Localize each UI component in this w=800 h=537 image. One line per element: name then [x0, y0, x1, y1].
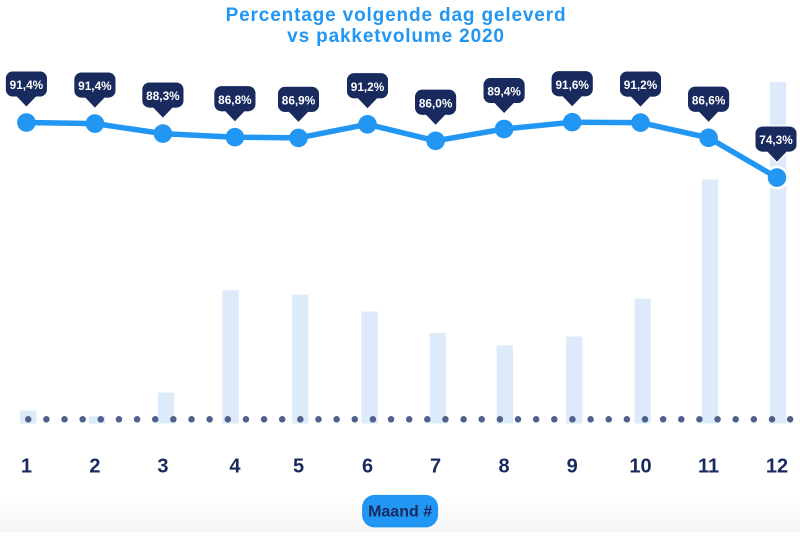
- svg-text:Percentage volgende dag geleve: Percentage volgende dag geleverd: [226, 5, 567, 26]
- svg-text:9: 9: [567, 456, 578, 478]
- svg-text:86,9%: 86,9%: [282, 94, 316, 108]
- svg-text:88,3%: 88,3%: [146, 89, 180, 103]
- svg-text:74,3%: 74,3%: [759, 133, 793, 147]
- svg-text:91,6%: 91,6%: [555, 78, 589, 92]
- svg-text:7: 7: [430, 456, 441, 478]
- svg-text:91,4%: 91,4%: [10, 78, 44, 92]
- svg-text:12: 12: [766, 456, 788, 478]
- svg-text:89,4%: 89,4%: [487, 85, 521, 99]
- svg-text:Maand #: Maand #: [368, 504, 432, 521]
- svg-text:2: 2: [89, 456, 100, 478]
- svg-text:5: 5: [293, 456, 304, 478]
- svg-text:4: 4: [229, 456, 241, 478]
- svg-text:8: 8: [499, 456, 510, 478]
- svg-text:10: 10: [629, 456, 651, 478]
- svg-text:86,8%: 86,8%: [218, 93, 252, 107]
- svg-text:1: 1: [21, 456, 32, 478]
- svg-text:vs pakketvolume 2020: vs pakketvolume 2020: [287, 26, 505, 47]
- svg-text:86,0%: 86,0%: [419, 96, 453, 110]
- svg-text:11: 11: [698, 456, 719, 478]
- svg-text:86,6%: 86,6%: [692, 93, 726, 107]
- svg-text:91,4%: 91,4%: [78, 79, 112, 93]
- svg-text:6: 6: [362, 456, 373, 478]
- svg-text:3: 3: [157, 456, 168, 478]
- svg-text:91,2%: 91,2%: [624, 78, 658, 92]
- svg-text:91,2%: 91,2%: [351, 80, 385, 94]
